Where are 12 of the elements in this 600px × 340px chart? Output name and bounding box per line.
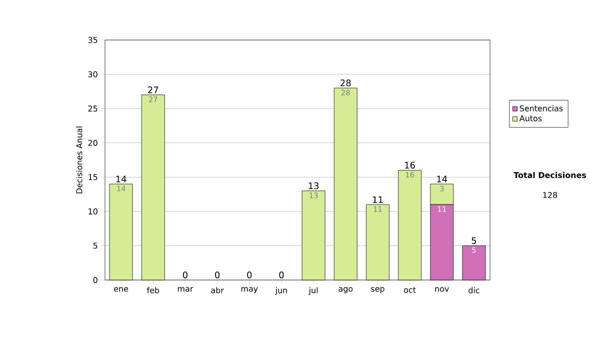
total-label: 16 xyxy=(405,162,415,169)
total-label: 0 xyxy=(279,272,284,278)
total-label: 14 xyxy=(437,176,448,182)
total-label: 11 xyxy=(372,196,383,203)
total-label: 27 xyxy=(148,86,158,94)
total-label: 28 xyxy=(340,80,351,86)
total-label: 0 xyxy=(215,272,220,278)
total-label: 13 xyxy=(308,182,319,190)
total-label: 0 xyxy=(182,272,188,278)
total-label: 14 xyxy=(116,176,126,182)
total-label: 0 xyxy=(247,272,252,278)
total-label: 5 xyxy=(472,237,476,244)
